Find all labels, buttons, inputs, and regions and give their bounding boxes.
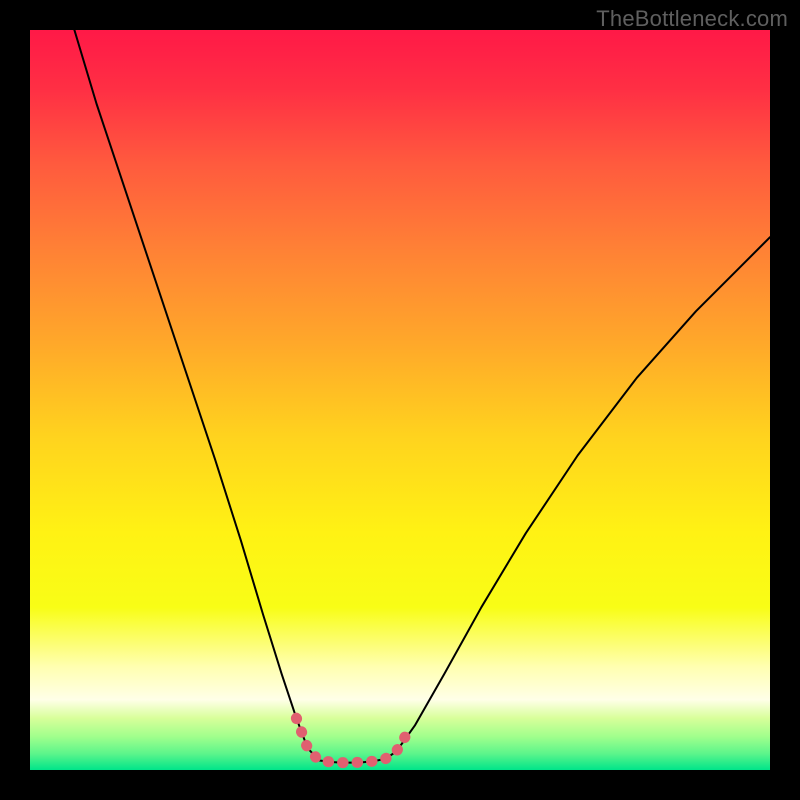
plot-area <box>30 30 770 770</box>
watermark-text: TheBottleneck.com <box>596 6 788 32</box>
chart-frame: TheBottleneck.com <box>0 0 800 800</box>
chart-svg <box>30 30 770 770</box>
chart-background <box>30 30 770 770</box>
